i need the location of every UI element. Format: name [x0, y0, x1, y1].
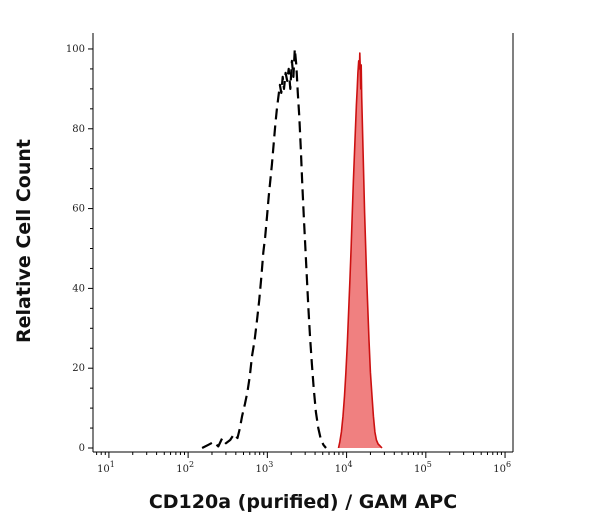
series-outline-1: [337, 52, 383, 449]
x-tick-label: 103: [256, 460, 274, 475]
y-tick-label: 60: [72, 204, 85, 215]
x-tick-label: 106: [493, 460, 511, 475]
series-line-0: [201, 47, 327, 449]
plot-axes: 0 20 40 60 80 100 101 102 103 104 105 106: [66, 33, 514, 475]
x-tick-label: 102: [176, 460, 194, 475]
y-tick-label: 0: [79, 443, 85, 454]
x-tick-label: 105: [414, 460, 432, 475]
y-tick-label: 100: [66, 44, 85, 55]
series-fill-1: [338, 53, 382, 448]
y-tick-label: 80: [72, 124, 85, 135]
y-tick-label: 40: [72, 283, 85, 294]
x-tick-label: 101: [97, 460, 115, 475]
x-axis-title: CD120a (purified) / GAM APC: [149, 491, 457, 513]
y-axis-title: Relative Cell Count: [13, 139, 35, 343]
x-tick-label: 104: [335, 460, 353, 475]
plot-series: [201, 47, 383, 449]
y-tick-label: 20: [72, 363, 85, 374]
